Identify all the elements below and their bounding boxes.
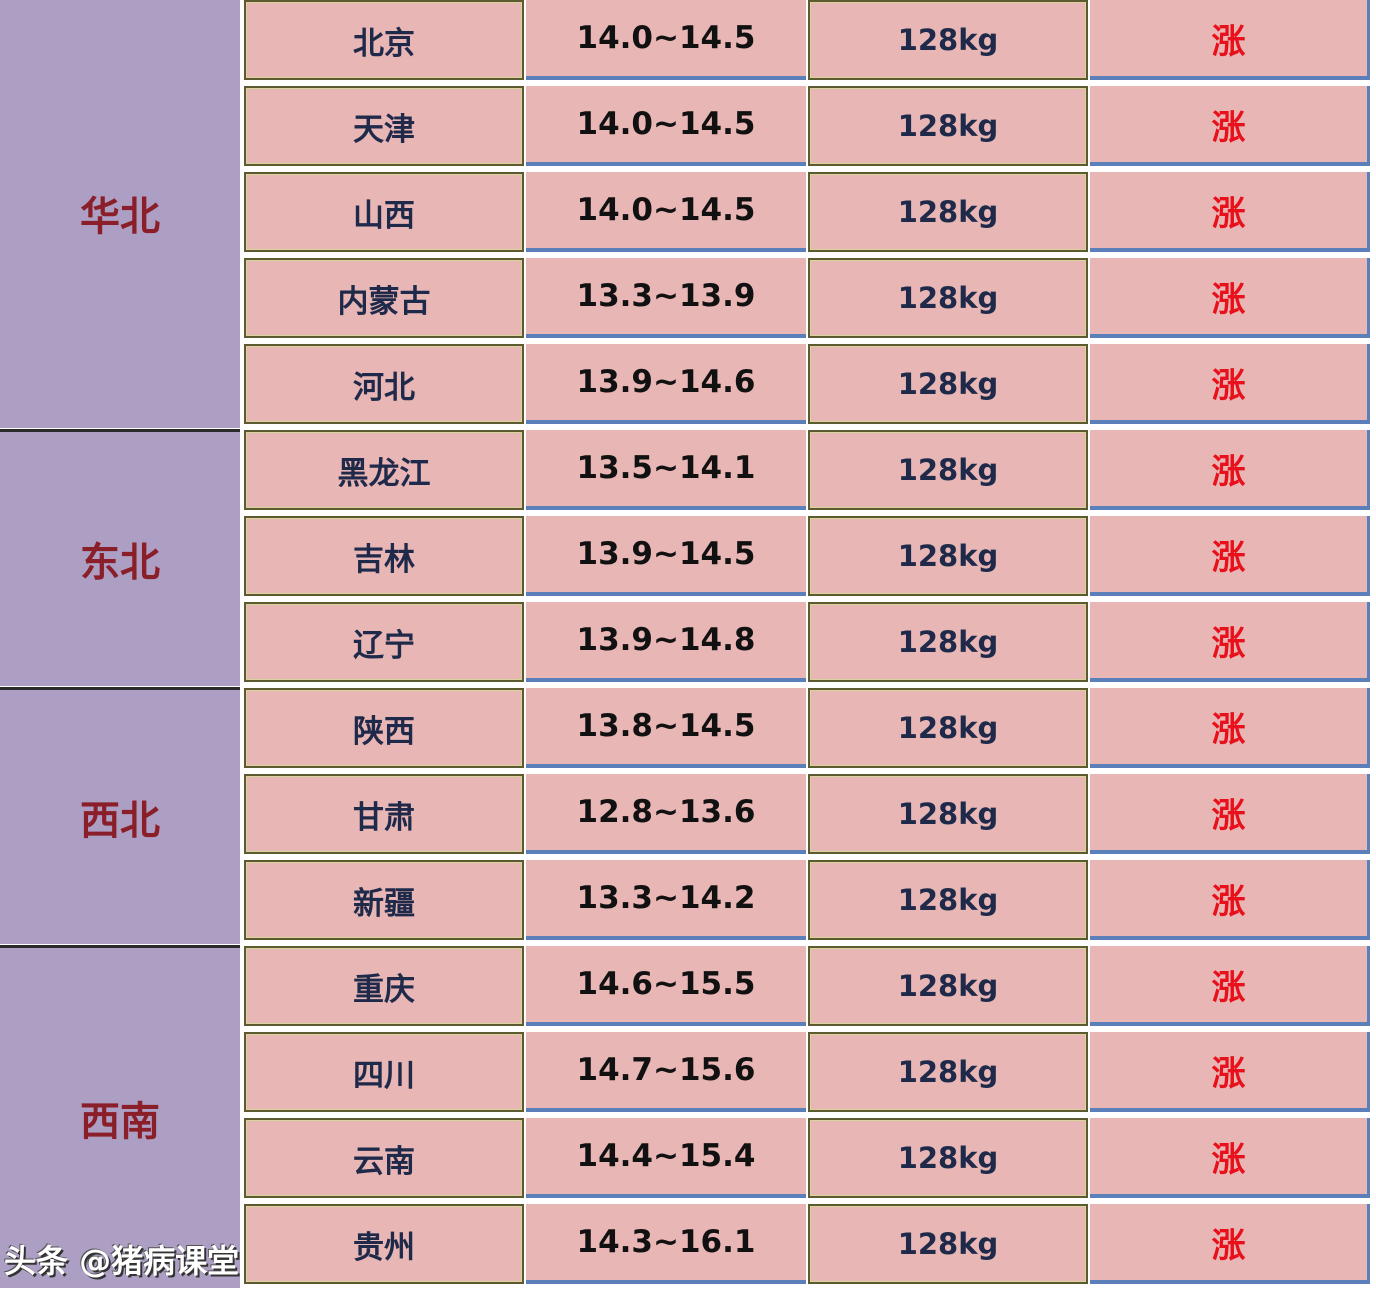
province-cell: 新疆	[244, 860, 524, 940]
weight-cell: 128kg	[808, 946, 1088, 1026]
price-cell: 13.3~13.9	[526, 258, 806, 338]
province-cell: 天津	[244, 86, 524, 166]
weight-cell: 128kg	[808, 344, 1088, 424]
weight-cell: 128kg	[808, 0, 1088, 80]
weight-cell: 128kg	[808, 774, 1088, 854]
price-cell: 14.4~15.4	[526, 1118, 806, 1198]
weight-cell: 128kg	[808, 602, 1088, 682]
weight-cell: 128kg	[808, 1204, 1088, 1284]
price-cell: 14.0~14.5	[526, 172, 806, 252]
province-cell: 山西	[244, 172, 524, 252]
region-cell: 东北	[0, 429, 240, 686]
weight-cell: 128kg	[808, 86, 1088, 166]
province-cell: 内蒙古	[244, 258, 524, 338]
weight-cell: 128kg	[808, 860, 1088, 940]
trend-cell: 涨	[1090, 946, 1370, 1026]
watermark: 头条 @猪病课堂	[4, 1242, 240, 1280]
trend-cell: 涨	[1090, 602, 1370, 682]
province-cell: 河北	[244, 344, 524, 424]
trend-cell: 涨	[1090, 0, 1370, 80]
trend-cell: 涨	[1090, 860, 1370, 940]
price-cell: 14.0~14.5	[526, 86, 806, 166]
province-cell: 黑龙江	[244, 430, 524, 510]
price-cell: 13.5~14.1	[526, 430, 806, 510]
province-cell: 辽宁	[244, 602, 524, 682]
province-cell: 甘肃	[244, 774, 524, 854]
trend-cell: 涨	[1090, 1032, 1370, 1112]
province-cell: 重庆	[244, 946, 524, 1026]
province-cell: 吉林	[244, 516, 524, 596]
price-cell: 13.3~14.2	[526, 860, 806, 940]
trend-cell: 涨	[1090, 1204, 1370, 1284]
trend-cell: 涨	[1090, 516, 1370, 596]
trend-cell: 涨	[1090, 430, 1370, 510]
trend-cell: 涨	[1090, 688, 1370, 768]
region-cell: 西北	[0, 687, 240, 944]
price-cell: 14.7~15.6	[526, 1032, 806, 1112]
weight-cell: 128kg	[808, 430, 1088, 510]
trend-cell: 涨	[1090, 172, 1370, 252]
weight-cell: 128kg	[808, 1118, 1088, 1198]
price-cell: 14.3~16.1	[526, 1204, 806, 1284]
weight-cell: 128kg	[808, 516, 1088, 596]
trend-cell: 涨	[1090, 86, 1370, 166]
weight-cell: 128kg	[808, 1032, 1088, 1112]
price-cell: 13.9~14.6	[526, 344, 806, 424]
trend-cell: 涨	[1090, 1118, 1370, 1198]
price-cell: 14.6~15.5	[526, 946, 806, 1026]
price-cell: 12.8~13.6	[526, 774, 806, 854]
price-cell: 13.9~14.8	[526, 602, 806, 682]
province-cell: 陕西	[244, 688, 524, 768]
trend-cell: 涨	[1090, 774, 1370, 854]
region-cell: 西南	[0, 945, 240, 1288]
province-cell: 北京	[244, 0, 524, 80]
province-cell: 贵州	[244, 1204, 524, 1284]
province-cell: 四川	[244, 1032, 524, 1112]
price-cell: 13.9~14.5	[526, 516, 806, 596]
price-cell: 14.0~14.5	[526, 0, 806, 80]
trend-cell: 涨	[1090, 344, 1370, 424]
price-cell: 13.8~14.5	[526, 688, 806, 768]
weight-cell: 128kg	[808, 172, 1088, 252]
weight-cell: 128kg	[808, 688, 1088, 768]
province-cell: 云南	[244, 1118, 524, 1198]
region-cell: 华北	[0, 0, 240, 428]
weight-cell: 128kg	[808, 258, 1088, 338]
trend-cell: 涨	[1090, 258, 1370, 338]
